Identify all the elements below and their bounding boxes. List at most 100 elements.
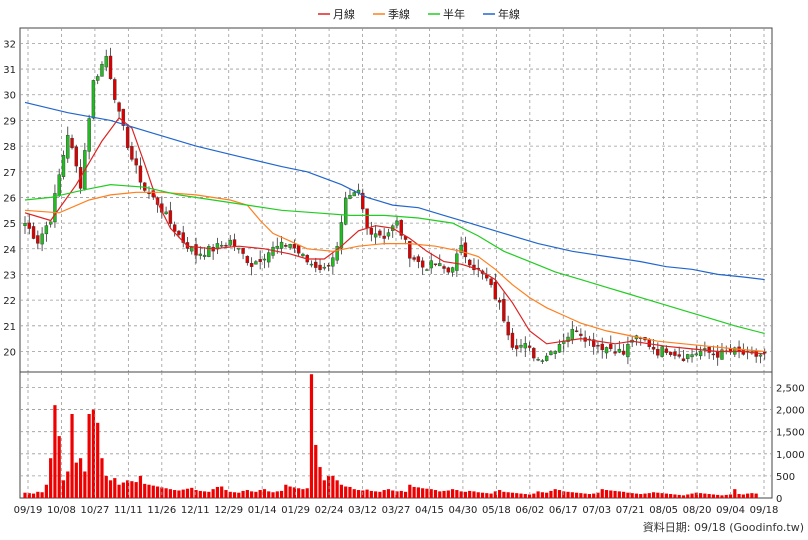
volume-bar (698, 493, 703, 498)
volume-bar (220, 486, 224, 498)
volume-bar (271, 492, 275, 498)
candle-body (446, 267, 451, 273)
candle-body (27, 222, 31, 229)
volume-bar (126, 480, 130, 498)
volume-bar (506, 492, 510, 498)
candle-body (412, 257, 416, 260)
candle-body (224, 245, 228, 247)
ma-line-0 (24, 117, 765, 355)
volume-bar (600, 489, 604, 498)
volume-bar (108, 480, 113, 498)
candle-body (275, 245, 279, 249)
volume-bar (622, 491, 626, 498)
candle-body (626, 343, 630, 358)
price-panel: 20 21 22 23 24 25 26 27 28 29 30 31 32 (3, 27, 773, 373)
candle-body (245, 255, 250, 264)
volume-bar (262, 489, 267, 498)
volume-bar (425, 488, 429, 498)
volume-bar (510, 492, 515, 498)
volume-bar (365, 489, 369, 498)
date-tick-label: 07/03 (582, 505, 611, 516)
price-tick-label: 25 (3, 219, 16, 230)
volume-bar (681, 495, 686, 498)
volume-bar (446, 490, 450, 498)
volume-bar (173, 490, 177, 498)
candle-body (228, 239, 232, 246)
candle-body (450, 267, 455, 273)
volume-bar (741, 494, 745, 498)
candle-body (249, 263, 254, 267)
candle-body (164, 211, 168, 215)
candle-body (591, 339, 596, 347)
candle-body (673, 351, 677, 356)
volume-bar (587, 494, 592, 498)
volume-bar (677, 494, 681, 498)
volume-bar (737, 494, 741, 498)
candle-body (301, 253, 305, 257)
candle-body (202, 254, 207, 257)
volume-bar (23, 492, 27, 498)
volume-bar (664, 493, 668, 498)
candle-body (720, 349, 724, 360)
volume-bar (716, 494, 720, 498)
candle-body (125, 126, 130, 148)
volume-bar (583, 493, 587, 498)
date-tick-label: 10/08 (47, 505, 76, 516)
volume-bar (720, 495, 724, 498)
volume-bar (168, 489, 172, 498)
volume-bar (386, 489, 391, 498)
volume-bar (288, 486, 292, 498)
volume-bar (536, 491, 540, 498)
volume-bar (724, 494, 728, 498)
date-tick-label: 10/27 (80, 505, 109, 516)
candle-body (48, 221, 53, 225)
candle-body (382, 235, 386, 239)
date-tick-label: 12/29 (214, 505, 243, 516)
candle-body (31, 226, 36, 239)
date-tick-label: 11/26 (147, 505, 176, 516)
candle-body (254, 261, 258, 265)
candle-body (172, 224, 177, 232)
candle-body (711, 353, 716, 356)
volume-bar (198, 490, 202, 498)
candle-body (44, 225, 49, 235)
candle-body (117, 102, 121, 112)
volume-bar (651, 492, 656, 498)
volume-bar (399, 490, 403, 498)
candle-body (91, 80, 96, 119)
volume-bar (489, 493, 493, 498)
candle-body (510, 332, 515, 348)
volume-bar (450, 489, 455, 498)
volume-bar (579, 493, 583, 498)
volume-bar (36, 491, 40, 498)
candle-body (296, 245, 301, 254)
volume-bar (177, 490, 181, 498)
volume-bar (694, 492, 698, 498)
volume-bar (117, 484, 121, 498)
candle-body (53, 193, 57, 223)
volume-bar (331, 475, 335, 498)
volume-tick-label: 0 (776, 494, 782, 505)
volume-bar (314, 444, 318, 498)
candle-body (87, 118, 91, 152)
volume-bar (322, 480, 326, 498)
candle-body (493, 281, 498, 300)
volume-bar (459, 491, 463, 498)
volume-bar (382, 490, 386, 498)
candle-body (386, 232, 391, 237)
volume-bar (429, 489, 433, 498)
volume-bar (754, 493, 758, 498)
candle-body (463, 242, 468, 258)
volume-bar (421, 488, 425, 498)
volume-bar (194, 490, 198, 498)
volume-bar (100, 458, 104, 498)
date-tick-label: 09/04 (716, 505, 745, 516)
candle-body (660, 346, 664, 357)
volume-bar (138, 475, 143, 498)
volume-bar (686, 494, 690, 498)
volume-bar (553, 489, 557, 498)
volume-panel: 0 500 1,000 1,500 2,000 2,500 (19, 371, 805, 505)
date-tick-label: 08/05 (649, 505, 678, 516)
volume-bar (215, 486, 220, 498)
date-tick-label: 02/24 (315, 505, 344, 516)
